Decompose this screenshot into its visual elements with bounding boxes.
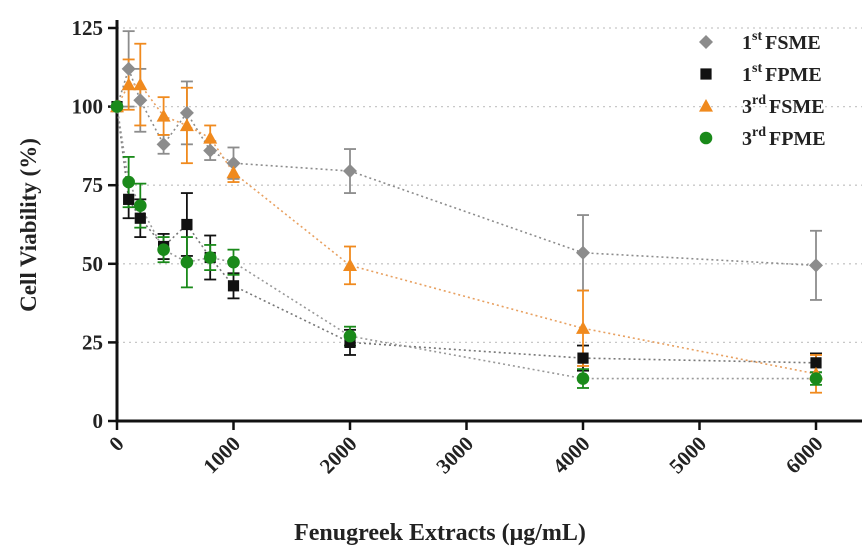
x-tick-label: 2000	[315, 432, 362, 479]
data-point	[227, 280, 240, 292]
data-point	[122, 175, 135, 189]
data-point	[226, 165, 241, 179]
data-point	[179, 118, 194, 132]
data-point	[343, 329, 357, 343]
legend-label: 1st FSME	[742, 29, 821, 54]
data-point	[343, 258, 357, 271]
series-lines	[116, 66, 817, 380]
y-tick-label: 50	[82, 252, 103, 276]
series-line	[116, 66, 817, 267]
legend-label: 3rd FPME	[742, 125, 826, 150]
legend-swatch	[700, 68, 712, 80]
x-axis-title: Fenugreek Extracts (μg/mL)	[294, 520, 586, 546]
data-point	[181, 218, 193, 231]
data-point	[576, 321, 590, 334]
data-point	[576, 372, 590, 385]
data-point	[576, 245, 590, 260]
legend-entry: 3rd FSME	[699, 93, 825, 118]
x-tick-label: 5000	[664, 432, 711, 479]
data-point	[810, 357, 822, 369]
y-tick-label: 75	[82, 173, 103, 197]
data-point	[203, 143, 218, 158]
x-tick-label: 1000	[198, 432, 245, 479]
data-point	[123, 193, 135, 205]
data-point	[227, 255, 240, 269]
x-tick-label: 6000	[781, 432, 828, 479]
y-axis-title: Cell Viability (%)	[16, 138, 41, 312]
legend-entry: 3rd FPME	[699, 125, 826, 150]
grid	[117, 27, 862, 344]
y-tick-label: 100	[72, 95, 104, 119]
legend-label: 3rd FSME	[742, 93, 825, 118]
data-point	[121, 61, 136, 76]
x-tick-label: 3000	[431, 432, 478, 479]
data-point	[226, 156, 241, 171]
error-bars	[122, 30, 822, 394]
x-tick-label: 0	[104, 432, 128, 456]
data-point	[203, 131, 218, 144]
data-point	[179, 105, 194, 120]
legend-entry: 1st FPME	[700, 61, 822, 86]
data-points	[110, 61, 823, 385]
legend-entry: 1st FSME	[699, 29, 821, 54]
legend-swatch	[699, 99, 713, 112]
x-tick-label: 4000	[548, 432, 595, 479]
y-tick-label: 25	[82, 330, 103, 354]
data-point	[180, 255, 194, 269]
y-tick-label: 0	[93, 409, 104, 433]
y-tick-label: 125	[72, 16, 104, 40]
data-point	[809, 258, 823, 273]
series-line	[116, 83, 817, 375]
legend-label: 1st FPME	[742, 61, 822, 86]
data-point	[134, 212, 146, 224]
data-point	[203, 251, 217, 264]
data-point	[156, 137, 171, 152]
legend-swatch	[699, 35, 713, 49]
data-point	[809, 372, 823, 385]
data-point	[133, 93, 148, 108]
data-point	[134, 199, 147, 212]
data-point	[577, 352, 589, 364]
series-line	[116, 106, 816, 380]
data-point	[343, 164, 357, 179]
data-point	[156, 109, 171, 122]
legend-swatch	[699, 131, 713, 145]
data-point	[110, 100, 124, 113]
data-point	[133, 77, 148, 91]
legend: 1st FSME 1st FPME 3rd FSME 3rd FPME	[699, 29, 826, 150]
series-line	[116, 106, 817, 364]
data-point	[157, 243, 170, 256]
data-point	[121, 77, 136, 91]
